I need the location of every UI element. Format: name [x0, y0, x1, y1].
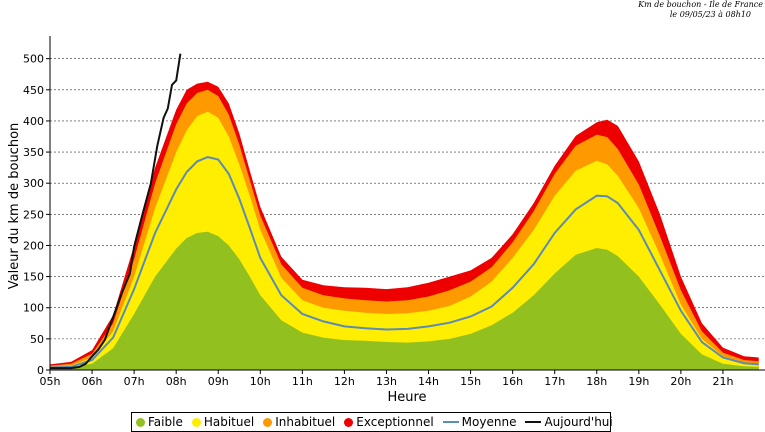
aujourdhui-line — [50, 53, 182, 370]
y-tick-label: 400 — [23, 115, 44, 128]
x-tick-label: 14h — [418, 375, 439, 388]
moyenne-line — [49, 156, 759, 369]
legend-label: Inhabituel — [275, 415, 336, 429]
legend-swatch — [525, 421, 542, 423]
x-tick-label: 13h — [376, 375, 397, 388]
chart-source-line: Km de bouchon - Ile de France — [638, 0, 763, 9]
legend-item: Faible — [136, 415, 183, 429]
y-tick-label: 500 — [23, 53, 44, 66]
y-tick-label: 50 — [30, 333, 44, 346]
y-tick-label: 200 — [23, 239, 44, 252]
legend-item: Exceptionnel — [344, 415, 434, 429]
x-axis-title: Heure — [387, 390, 426, 405]
x-tick-label: 09h — [208, 375, 229, 388]
line-layer — [49, 53, 759, 370]
legend-label: Habituel — [203, 415, 255, 429]
x-tick-label: 20h — [670, 375, 691, 388]
y-tick-label: 450 — [23, 84, 44, 97]
x-tick-label: 12h — [334, 375, 355, 388]
x-tick-label: 10h — [250, 375, 271, 388]
x-tick-label: 07h — [124, 375, 145, 388]
axes: 0 50 100 150 200 250 300 350 400 450 500 05h 06h 07h 0… — [23, 36, 765, 388]
legend-swatch — [136, 417, 145, 427]
traffic-chart: 0 50 100 150 200 250 300 350 400 450 500 05h 06h 07h 0… — [7, 36, 765, 405]
legend-item: Inhabituel — [263, 415, 335, 429]
legend-swatch — [191, 417, 201, 427]
y-tick-label: 100 — [23, 302, 44, 315]
x-tick-label: 15h — [460, 375, 481, 388]
legend-item: Moyenne — [442, 415, 517, 429]
y-axis-title: Valeur du km de bouchon — [7, 123, 22, 290]
legend-item: Habituel — [191, 415, 255, 429]
x-tick-label: 06h — [82, 375, 103, 388]
x-tick-label: 08h — [166, 375, 187, 388]
legend-swatch — [442, 421, 459, 423]
x-tick-label: 05h — [40, 375, 61, 388]
legend-item: Aujourd'hui — [525, 415, 613, 429]
chart-legend: Faible Habituel Inhabituel Exceptionnel Moye… — [131, 412, 613, 432]
x-tick-label: 11h — [292, 375, 313, 388]
y-tick-label: 300 — [23, 177, 44, 190]
y-tick-label: 0 — [37, 364, 44, 377]
legend-label: Aujourd'hui — [544, 415, 613, 429]
area-layer — [50, 81, 759, 371]
legend-label: Moyenne — [461, 415, 517, 429]
y-tick-label: 150 — [23, 271, 44, 284]
x-tick-label: 21h — [712, 375, 733, 388]
x-tick-label: 18h — [586, 375, 607, 388]
chart-timestamp-line: le 09/05/23 à 08h10 — [669, 10, 751, 19]
x-tick-label: 19h — [628, 375, 649, 388]
legend-swatch — [263, 417, 273, 427]
legend-swatch — [344, 417, 354, 427]
y-tick-label: 350 — [23, 146, 44, 159]
y-tick-label: 250 — [23, 208, 44, 221]
faible-area — [50, 231, 759, 370]
legend-label: Faible — [148, 415, 183, 429]
x-tick-label: 17h — [544, 375, 565, 388]
legend-label: Exceptionnel — [356, 415, 434, 429]
x-tick-label: 16h — [502, 375, 523, 388]
